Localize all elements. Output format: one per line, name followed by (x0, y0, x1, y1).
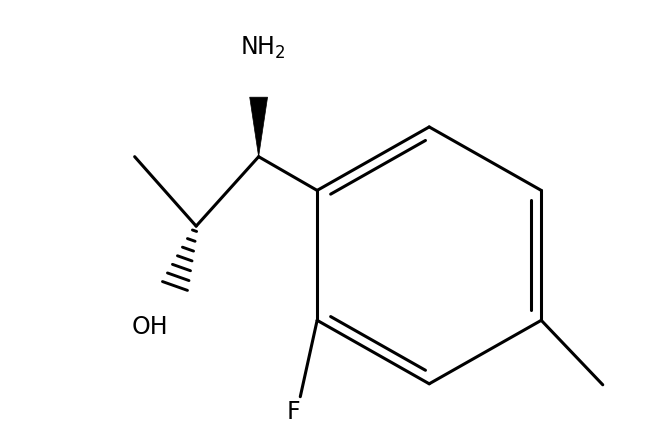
Text: OH: OH (131, 315, 168, 339)
Text: F: F (287, 400, 300, 423)
Text: NH$_2$: NH$_2$ (240, 35, 285, 60)
Polygon shape (250, 97, 268, 157)
